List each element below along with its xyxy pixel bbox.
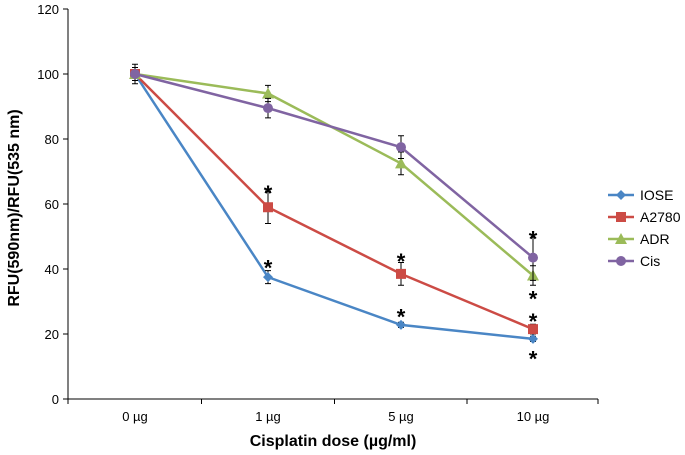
series-cis [130,63,538,281]
data-point [396,319,406,330]
data-point [262,87,274,99]
data-point [130,69,140,79]
series-a2780 [130,67,538,335]
data-point [528,324,538,335]
y-tick-label: 20 [45,327,59,342]
legend-marker [616,256,626,266]
data-point [396,142,406,153]
significance-star: * [529,226,538,251]
significance-star: * [397,249,406,274]
legend-item-a2780: A2780 [608,209,681,225]
series-line [133,73,534,341]
significance-star: * [529,286,538,311]
data-point [528,252,538,263]
y-axis-title: RFU(590nm)/RFU(535 nm) [6,109,23,306]
annotation-layer: ** ****** [264,181,538,372]
series-layer [129,63,539,344]
data-point [528,333,538,344]
legend-item-cis: Cis [608,253,660,269]
legend-item-iose: IOSE [608,187,673,203]
y-tick-label: 40 [45,262,59,277]
x-tick-label: 10 µg [517,409,550,424]
significance-star: * [529,309,538,334]
y-tick-label: 60 [45,197,59,212]
series-iose [130,67,538,344]
significance-star: * [264,256,273,281]
y-tick-label: 0 [52,392,59,407]
legend-label: Cis [640,253,660,269]
significance-star: * [529,347,538,372]
y-tick-label: 80 [45,132,59,147]
data-point [396,268,406,279]
series-line [134,72,534,277]
legend-marker [615,233,627,244]
data-point [395,157,407,169]
legend-label: A2780 [640,209,681,225]
x-tick-label: 1 µg [255,409,281,424]
legend: IOSE A2780 ADR Cis [608,187,681,269]
legend-label: ADR [640,231,670,247]
data-point [263,202,273,213]
legend-item-adr: ADR [608,231,670,247]
y-tick-label: 100 [37,67,59,82]
series-adr [129,67,539,286]
series-line [134,73,534,331]
x-tick-label: 5 µg [388,409,414,424]
data-point [263,272,273,283]
legend-label: IOSE [640,187,673,203]
series-line [134,72,534,259]
significance-star: * [264,181,273,206]
x-axis-title: Cisplatin dose (µg/ml) [250,433,417,450]
data-point [263,103,273,114]
significance-star: * [397,304,406,329]
y-tick-label: 120 [37,2,59,17]
axes: 0 20 40 60 80 100 120 0 µg 1 µg 5 µg 10 µg [37,2,599,424]
legend-marker [616,212,626,222]
x-tick-label: 0 µg [122,409,148,424]
legend-marker [616,190,626,200]
